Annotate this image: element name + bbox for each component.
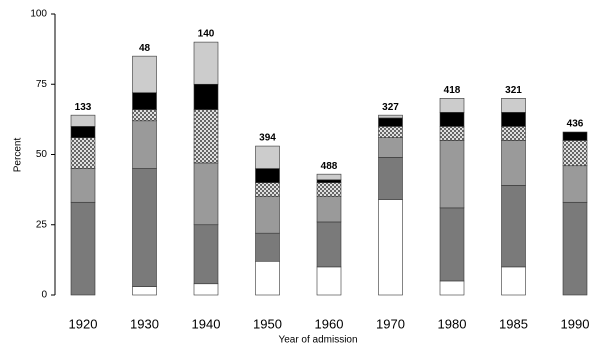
bar-segment: [316, 266, 342, 296]
bar-segment: [132, 109, 157, 122]
bar-segment: [501, 140, 526, 186]
bar-segment: [562, 165, 588, 203]
bar-segment: [378, 137, 403, 158]
bar-segment: [316, 173, 342, 181]
bar-segment: [501, 185, 526, 268]
y-tick-label: 75: [36, 79, 48, 90]
bar-segment: [316, 196, 342, 223]
bar-segment: [70, 168, 96, 203]
bar-segment: [501, 112, 526, 127]
bar-segment: [562, 140, 588, 167]
x-tick-label: 1950: [253, 316, 282, 331]
bar-label: 321: [505, 85, 522, 96]
x-tick-label: 1960: [315, 316, 344, 331]
bar-segment: [255, 182, 280, 197]
bar-segment: [255, 168, 280, 183]
bar-segment: [378, 114, 403, 119]
bar-label: 436: [567, 119, 584, 130]
x-tick-label: 1980: [438, 316, 467, 331]
bar-segment: [316, 182, 342, 197]
bar-label: 418: [444, 85, 461, 96]
bar-label: 133: [75, 102, 92, 113]
bar-segment: [439, 140, 465, 209]
bar-segment: [132, 168, 157, 287]
bar-segment: [255, 145, 280, 169]
bar-segment: [193, 162, 219, 226]
bar-segment: [255, 232, 280, 262]
bar-segment: [316, 179, 342, 183]
bar-segment: [439, 126, 465, 141]
bar-segment: [378, 199, 403, 296]
bar-segment: [378, 157, 403, 200]
bar-segment: [70, 114, 96, 127]
x-tick-label: 1920: [69, 316, 98, 331]
bar-label: 394: [259, 133, 276, 144]
bar-segment: [193, 41, 219, 85]
bar-segment: [378, 117, 403, 127]
bar-segment: [501, 98, 526, 113]
bar-segment: [316, 221, 342, 268]
x-tick-label: 1970: [376, 316, 405, 331]
bar-segment: [193, 83, 219, 110]
bar-segment: [439, 112, 465, 127]
bar-segment: [501, 126, 526, 141]
bar-segment: [378, 126, 403, 138]
y-axis-label: Percent: [13, 138, 24, 173]
bar-segment: [501, 266, 526, 296]
bar-segment: [193, 224, 219, 285]
y-tick-label: 25: [36, 219, 48, 230]
x-tick-label: 1990: [561, 316, 590, 331]
bar-segment: [132, 92, 157, 110]
bar-segment: [70, 137, 96, 169]
bar-segment: [132, 55, 157, 93]
x-tick-label: 1940: [192, 316, 221, 331]
bar-segment: [562, 201, 588, 296]
bar-label: 140: [198, 29, 215, 40]
bar-segment: [70, 201, 96, 296]
bar-label: 327: [382, 102, 399, 113]
bar-segment: [132, 286, 157, 296]
bar-label: 488: [321, 161, 338, 172]
x-axis-label: Year of admission: [278, 335, 357, 346]
y-tick-label: 50: [36, 149, 48, 160]
x-tick-label: 1930: [130, 316, 159, 331]
bar-segment: [255, 260, 280, 296]
bar-segment: [132, 120, 157, 169]
bar-segment: [562, 131, 588, 141]
y-tick-label: 100: [30, 9, 47, 20]
bar-segment: [193, 109, 219, 164]
bar-segment: [193, 283, 219, 296]
bar-segment: [255, 196, 280, 234]
y-tick-label: 0: [41, 290, 47, 301]
bar-label: 48: [139, 43, 151, 54]
bar-segment: [70, 126, 96, 138]
bar-segment: [439, 280, 465, 296]
x-tick-label: 1985: [499, 316, 528, 331]
bar-segment: [439, 98, 465, 113]
bar-segment: [439, 207, 465, 282]
